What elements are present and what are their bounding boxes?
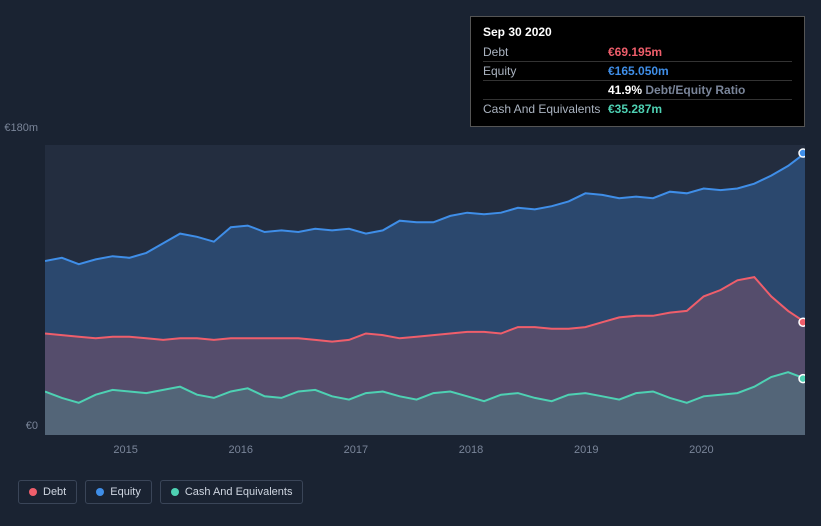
y-tick-min: €0 (0, 420, 38, 432)
tooltip-row: Debt€69.195m (483, 43, 792, 61)
tooltip-value: 41.9% Debt/Equity Ratio (608, 83, 745, 97)
legend-label: Debt (43, 486, 66, 498)
y-tick-max: €180m (0, 122, 38, 134)
tooltip-row: Cash And Equivalents€35.287m (483, 99, 792, 118)
plot-area[interactable] (45, 145, 805, 435)
tooltip-label (483, 83, 608, 97)
chart-svg (45, 145, 805, 435)
x-tick: 2018 (459, 444, 483, 456)
tooltip-row: 41.9% Debt/Equity Ratio (483, 80, 792, 99)
tooltip-value: €165.050m (608, 64, 669, 78)
tooltip-date: Sep 30 2020 (483, 25, 792, 39)
tooltip-label: Equity (483, 64, 608, 78)
end-marker (799, 375, 805, 383)
x-tick: 2017 (344, 444, 368, 456)
x-tick: 2020 (689, 444, 713, 456)
tooltip-suffix: Debt/Equity Ratio (642, 83, 745, 97)
end-marker (799, 149, 805, 157)
legend-label: Equity (110, 486, 141, 498)
tooltip-value: €69.195m (608, 45, 662, 59)
legend-item-cash-and-equivalents[interactable]: Cash And Equivalents (160, 480, 304, 504)
legend-swatch (96, 488, 104, 496)
legend-swatch (171, 488, 179, 496)
legend-item-debt[interactable]: Debt (18, 480, 77, 504)
tooltip-label: Cash And Equivalents (483, 102, 608, 116)
chart-tooltip: Sep 30 2020 Debt€69.195mEquity€165.050m4… (470, 16, 805, 127)
financials-chart: Sep 30 2020 Debt€69.195mEquity€165.050m4… (0, 0, 821, 526)
x-tick: 2019 (574, 444, 598, 456)
end-marker (799, 318, 805, 326)
chart-legend: Debt Equity Cash And Equivalents (18, 480, 303, 504)
x-tick: 2016 (229, 444, 253, 456)
tooltip-row: Equity€165.050m (483, 61, 792, 80)
tooltip-label: Debt (483, 45, 608, 59)
tooltip-value: €35.287m (608, 102, 662, 116)
legend-label: Cash And Equivalents (185, 486, 293, 498)
x-tick: 2015 (113, 444, 137, 456)
legend-swatch (29, 488, 37, 496)
legend-item-equity[interactable]: Equity (85, 480, 152, 504)
